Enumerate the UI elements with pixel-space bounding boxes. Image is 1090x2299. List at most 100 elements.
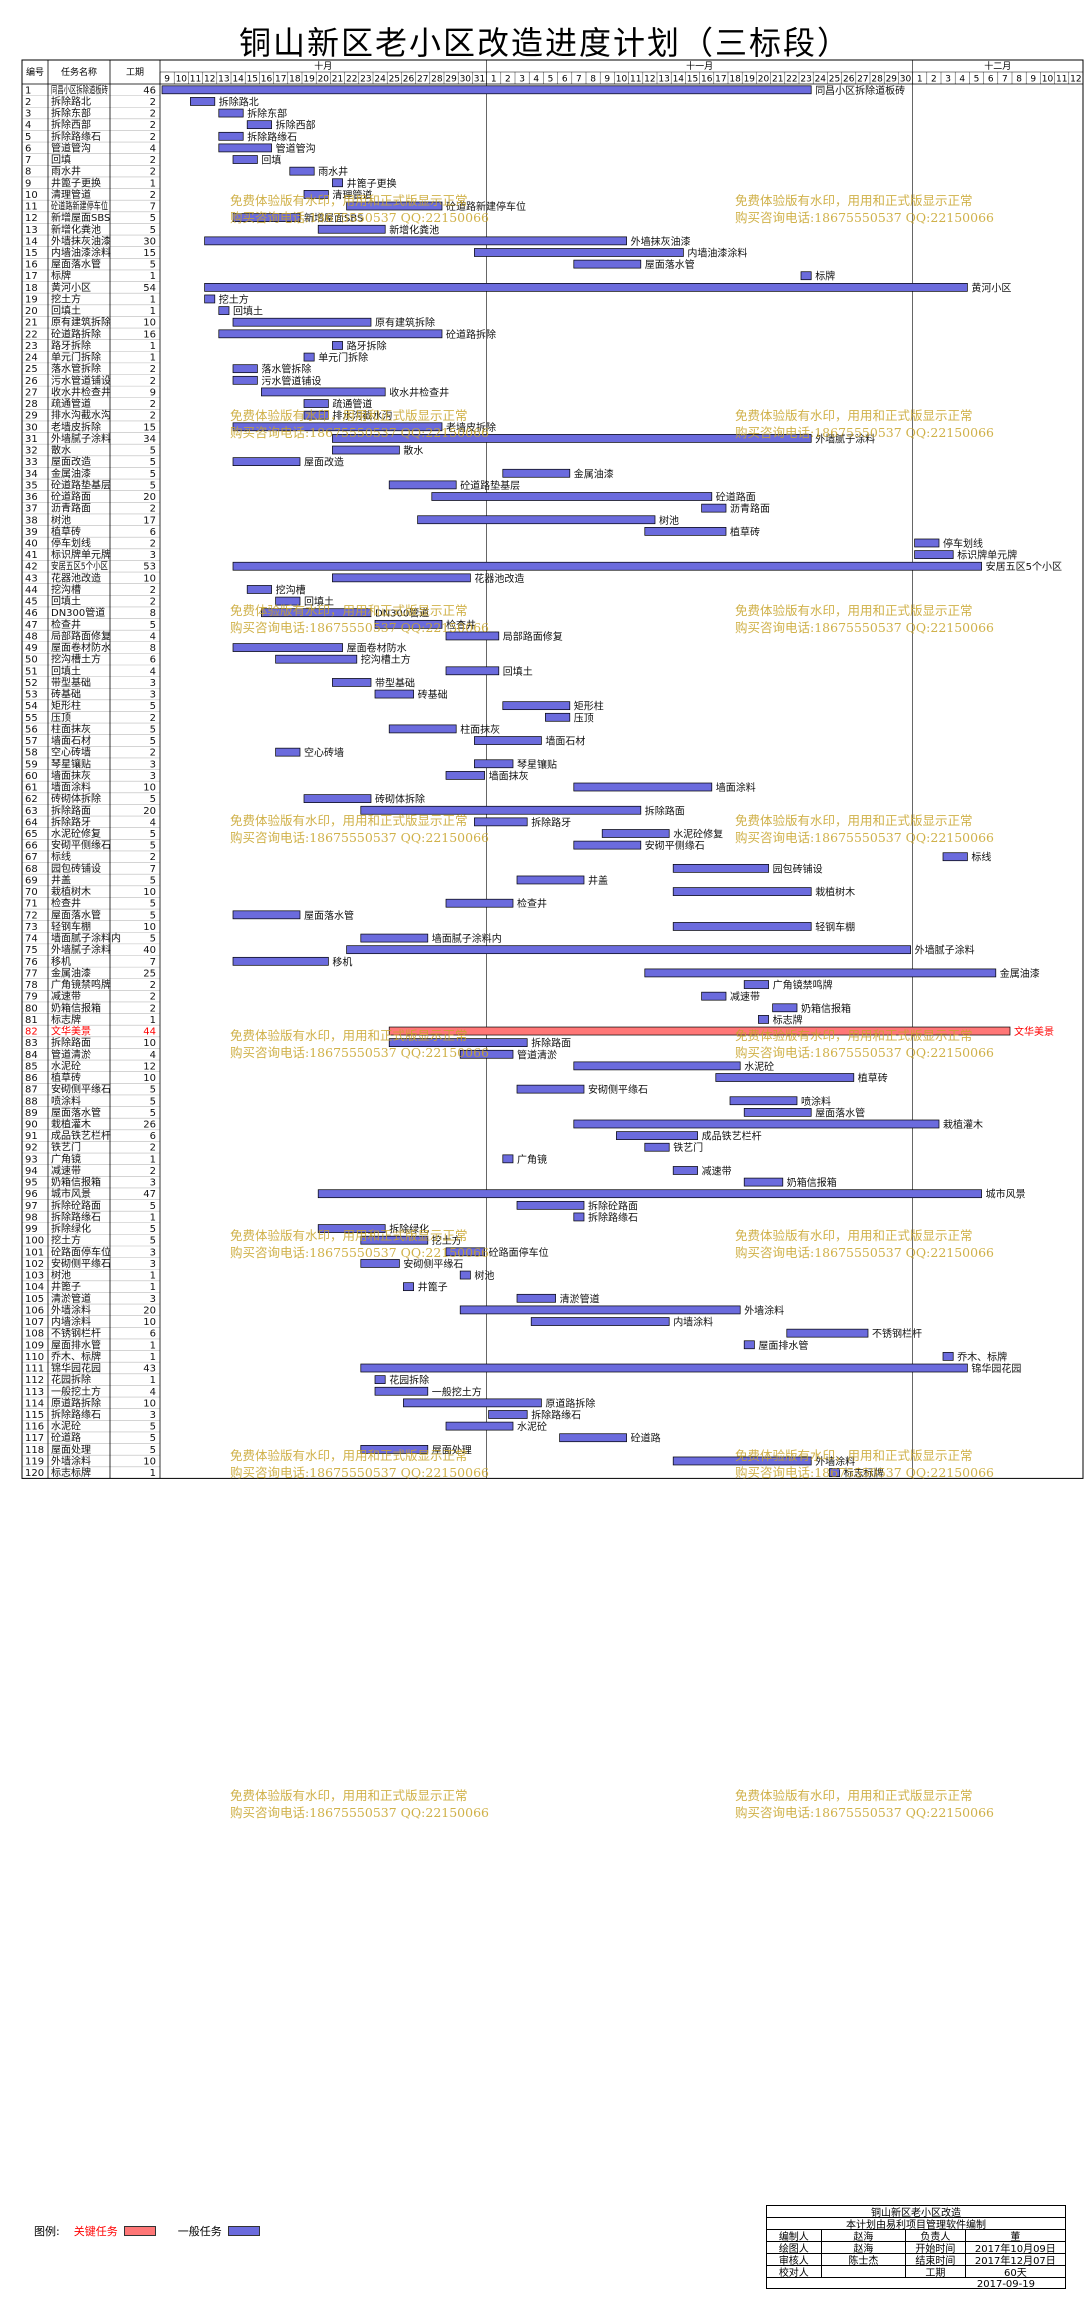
task-bar [303, 410, 329, 420]
day-label: 18 [289, 75, 301, 85]
task-bar [530, 1317, 670, 1326]
bar-label: 不锈钢栏杆 [872, 1327, 922, 1340]
bar-label: 铁艺门 [673, 1141, 703, 1154]
task-id: 6 [25, 143, 31, 154]
task-id: 78 [25, 980, 38, 991]
bar-label: 井盖 [588, 874, 608, 887]
watermark-line1: 免费体验版有水印，用用和正式版显示正常 [735, 193, 973, 208]
task-duration: 1 [150, 1212, 156, 1223]
task-id: 43 [25, 573, 38, 584]
task-id: 59 [25, 759, 38, 770]
task-duration: 44 [143, 1027, 156, 1038]
task-id: 92 [25, 1143, 38, 1154]
bar-label: 挖土方 [219, 293, 249, 306]
task-bar [474, 759, 514, 769]
bar-label: 砼道路新建停车位 [446, 200, 526, 213]
task-name: 广角镜禁鸣牌 [51, 978, 111, 991]
day-label: 27 [857, 75, 868, 85]
task-bar [942, 1352, 954, 1361]
task-id: 79 [25, 992, 38, 1003]
bar-label: 外墙抹灰油漆 [631, 235, 691, 248]
task-name: 外墙涂料 [51, 1303, 91, 1316]
bar-label: DN300管道 [375, 607, 429, 620]
task-duration: 3 [150, 550, 156, 561]
day-label: 28 [871, 75, 883, 85]
watermark-line2: 购买咨询电话:18675550537 QQ:22150066 [230, 1465, 489, 1480]
bar-label: 金属油漆 [1000, 967, 1040, 980]
task-id: 120 [25, 1468, 44, 1479]
bar-label: 砼道路面 [716, 491, 756, 504]
bar-label: 屋面改造 [304, 456, 344, 469]
bar-label: 矩形柱 [574, 700, 604, 713]
task-duration: 2 [150, 376, 156, 387]
bar-label: 雨水井 [318, 165, 348, 178]
bar-label: 水泥砼修复 [673, 827, 723, 840]
bar-label: 屋面处理 [432, 1444, 472, 1456]
month-label: 十一月 [686, 60, 713, 72]
task-duration: 5 [150, 934, 156, 945]
bar-label: 植草砖 [858, 1072, 888, 1085]
task-bar [303, 190, 329, 199]
task-id: 116 [25, 1422, 44, 1433]
task-duration: 2 [150, 411, 156, 422]
day-label: 11 [630, 75, 641, 85]
day-label: 22 [786, 75, 797, 85]
task-id: 72 [25, 910, 38, 921]
bar-label: 砼道路垫基层 [460, 479, 520, 492]
task-name: 路牙拆除 [51, 339, 91, 352]
day-label: 29 [445, 75, 457, 85]
task-name: 管道清淤 [51, 1048, 91, 1061]
task-name: 墙面涂料 [51, 781, 91, 794]
task-bar [360, 1259, 400, 1268]
task-id: 57 [25, 736, 38, 747]
task-bar [829, 1468, 840, 1477]
task-duration: 9 [150, 387, 156, 398]
task-name: 墙面抹灰 [51, 769, 91, 782]
info-subtitle: 本计划由易利项目管理软件编制 [846, 2220, 986, 2229]
task-bar [417, 515, 656, 525]
day-label: 18 [729, 75, 741, 85]
watermark-line2: 购买咨询电话:18675550537 QQ:22150066 [230, 425, 489, 440]
task-id: 25 [25, 364, 38, 375]
task-bar [459, 1270, 471, 1280]
bar-label: 拆除砼路面 [588, 1199, 638, 1212]
task-bar [616, 1131, 698, 1140]
task-duration: 1 [150, 294, 156, 305]
task-id: 61 [25, 783, 38, 794]
bar-label: 拆除路缘石 [588, 1211, 638, 1224]
task-name: 拆除路牙 [51, 815, 91, 828]
bar-label: 拆除路面 [645, 804, 685, 817]
task-duration: 1 [150, 1468, 156, 1479]
task-name: 花器池改造 [51, 571, 101, 584]
task-id: 13 [25, 225, 38, 236]
task-duration: 8 [150, 643, 156, 654]
task-name: 散水 [51, 444, 71, 457]
critical-task-bar [388, 1026, 1011, 1036]
day-label: 23 [800, 75, 811, 85]
day-label: 1 [491, 75, 497, 85]
task-bar [218, 108, 244, 118]
bar-label: 拆除路北 [219, 95, 259, 108]
task-duration: 47 [143, 1189, 156, 1200]
task-bar [445, 898, 514, 908]
task-bar [232, 956, 329, 966]
task-id: 71 [25, 899, 38, 910]
day-label: 9 [1030, 75, 1036, 85]
task-name: 拆除路北 [51, 95, 91, 108]
task-id: 27 [25, 387, 38, 398]
task-id: 94 [25, 1166, 38, 1177]
task-duration: 15 [143, 422, 156, 433]
day-label: 25 [389, 75, 400, 85]
task-duration: 1 [150, 341, 156, 352]
bar-label: 拆除路面 [531, 1037, 571, 1050]
bar-label: 单元门拆除 [318, 351, 368, 364]
task-id: 53 [25, 690, 38, 701]
task-duration: 2 [150, 364, 156, 375]
day-label: 6 [988, 75, 994, 85]
bar-label: 外墙涂料 [815, 1455, 855, 1468]
task-id: 28 [25, 399, 38, 410]
task-id: 103 [25, 1271, 44, 1282]
task-name: 拆除路缘石 [51, 1210, 101, 1223]
task-id: 63 [25, 806, 38, 817]
task-duration: 3 [150, 690, 156, 701]
